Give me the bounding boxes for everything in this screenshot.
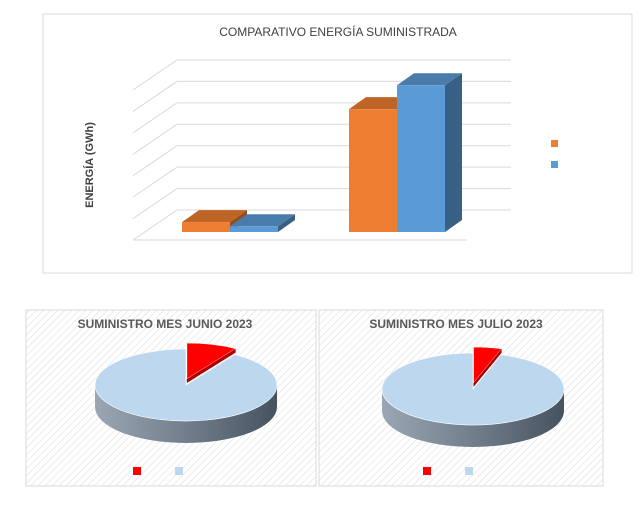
bar-chart-bars — [182, 73, 462, 233]
bar-chart-grid — [132, 59, 511, 241]
pie-slice-ande — [473, 346, 503, 384]
bar-julio-2023-ande — [230, 214, 295, 232]
pie-chart-july: SUMINISTRO MES JULIO 2023 — [318, 309, 604, 487]
gridline — [132, 80, 511, 112]
legend-swatch — [175, 467, 183, 475]
pie-july-title: SUMINISTRO MES JULIO 2023 — [369, 317, 543, 331]
pie-chart-june: SUMINISTRO MES JUNIO 2023 — [25, 309, 317, 487]
pie-slice-side-enarsa — [382, 389, 564, 447]
pie-june-title: SUMINISTRO MES JUNIO 2023 — [78, 317, 253, 331]
bar-chart-y-axis-label: ENERGÍA (GWh) — [83, 122, 96, 208]
legend-swatch — [133, 467, 141, 475]
pie-slice-side-enarsa — [95, 385, 277, 443]
legend-swatch — [465, 467, 473, 475]
bar-chart-title: COMPARATIVO ENERGÍA SUMINISTRADA — [219, 24, 457, 39]
bar-front — [182, 222, 230, 232]
pie-slice-ande-side — [186, 348, 236, 383]
bar-julio-2023-enarsa — [397, 73, 462, 233]
bar-side — [445, 73, 462, 233]
pie-slice-enarsa — [381, 352, 565, 426]
pie-slice-ande-side — [473, 348, 502, 387]
pie-slice-ande — [186, 342, 237, 380]
bar-top — [397, 73, 462, 86]
bar-top — [182, 210, 247, 223]
bar-chart-frame — [42, 13, 633, 274]
pie-slice-enarsa — [94, 348, 278, 422]
pie-july-plot — [381, 346, 565, 475]
legend-swatch — [551, 140, 558, 147]
bar-chart-legend — [551, 140, 558, 168]
bar-side — [278, 214, 295, 232]
legend-swatch — [423, 467, 431, 475]
bar-front — [349, 109, 397, 232]
gridline — [132, 59, 511, 91]
bar-front — [230, 226, 278, 232]
pie-june-plot — [94, 342, 278, 475]
bar-chart: COMPARATIVO ENERGÍA SUMINISTRADA ENERGÍA… — [42, 13, 633, 274]
legend-swatch — [551, 161, 558, 168]
bar-top — [230, 214, 295, 227]
bar-front — [397, 85, 445, 233]
